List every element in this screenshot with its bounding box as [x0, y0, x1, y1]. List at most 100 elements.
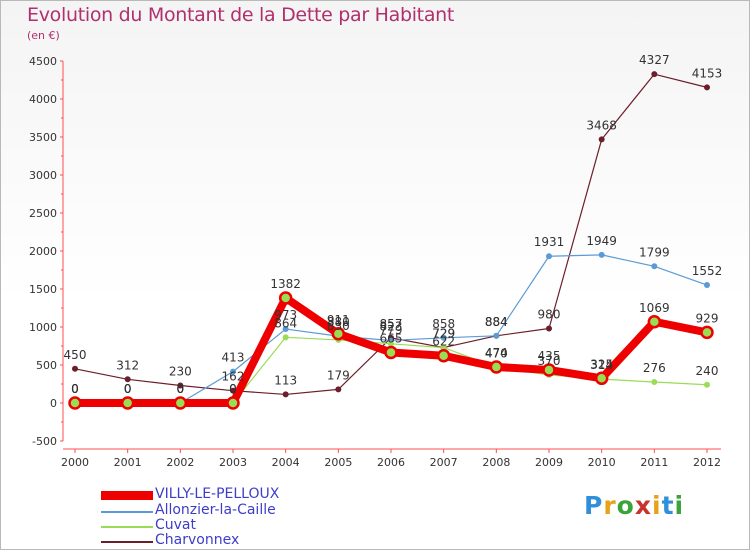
data-point-allonzier-la-caille — [598, 251, 605, 258]
data-point-cuvat — [282, 334, 289, 341]
data-point-charvonnex — [282, 391, 289, 398]
brand-letter: i — [652, 491, 662, 520]
data-point-cuvat — [388, 340, 394, 347]
brand-letter: r — [603, 491, 617, 520]
data-point-villy-le-pelloux — [173, 396, 188, 410]
legend-label-allonzier: Allonzier-la-Caille — [155, 502, 276, 518]
data-label-charvonnex: 179 — [327, 368, 350, 382]
data-label-villy-le-pelloux: 474 — [485, 346, 508, 360]
x-tick-label: 2010 — [588, 456, 616, 469]
data-label-charvonnex: 729 — [432, 327, 455, 341]
data-point-charvonnex — [230, 387, 236, 394]
data-label-charvonnex: 857 — [380, 317, 403, 331]
legend-swatch-cuvat — [101, 526, 153, 528]
x-tick-label: 2006 — [377, 456, 405, 469]
data-label-charvonnex: 450 — [64, 348, 87, 362]
data-point-charvonnex — [704, 84, 710, 91]
data-label-cuvat: 864 — [274, 316, 297, 330]
data-label-villy-le-pelloux: 622 — [432, 335, 455, 349]
data-label-charvonnex: 3468 — [586, 118, 617, 132]
data-point-cuvat — [440, 344, 447, 351]
x-tick-label: 2000 — [61, 456, 89, 469]
data-point-allonzier-la-caille — [546, 253, 552, 260]
data-point-villy-le-pelloux — [436, 348, 451, 363]
data-label-villy-le-pelloux: 911 — [327, 313, 350, 327]
data-label-villy-le-pelloux: 0 — [124, 382, 132, 396]
y-tick-label: 2500 — [29, 207, 57, 220]
data-label-allonzier-la-caille: 1931 — [534, 235, 565, 249]
legend-label-charvonnex: Charvonnex — [155, 532, 240, 548]
legend-swatch-charvonnex — [101, 541, 153, 543]
data-label-allonzier-la-caille: 884 — [485, 315, 508, 329]
data-point-villy-le-pelloux — [68, 396, 82, 410]
data-label-cuvat: 240 — [696, 364, 719, 378]
data-point-charvonnex — [124, 376, 131, 383]
data-point-villy-le-pelloux — [594, 371, 609, 386]
data-label-charvonnex: 4327 — [639, 53, 670, 67]
data-label-villy-le-pelloux: 0 — [177, 382, 185, 396]
data-point-villy-le-pelloux — [700, 325, 714, 340]
legend-swatch-villy — [101, 491, 153, 500]
data-point-allonzier-la-caille — [651, 263, 658, 270]
data-label-allonzier-la-caille: 973 — [274, 308, 297, 322]
x-tick-label: 2007 — [430, 456, 458, 469]
data-label-villy-le-pelloux: 1069 — [639, 301, 670, 315]
x-tick-label: 2002 — [166, 456, 194, 469]
data-label-charvonnex: 4153 — [692, 66, 723, 80]
data-label-charvonnex: 980 — [538, 308, 561, 322]
brand-letter: o — [616, 491, 635, 520]
data-label-cuvat: 779 — [380, 323, 403, 337]
y-tick-label: 4000 — [29, 93, 57, 106]
y-tick-label: 4500 — [29, 55, 57, 68]
data-label-villy-le-pelloux: 929 — [696, 311, 719, 325]
data-label-villy-le-pelloux: 325 — [590, 357, 613, 371]
data-label-cuvat: 0 — [124, 382, 132, 396]
data-label-allonzier-la-caille: 823 — [380, 319, 403, 333]
data-point-allonzier-la-caille — [282, 326, 289, 333]
data-point-charvonnex — [598, 136, 605, 143]
y-tick-label: 1500 — [29, 283, 57, 296]
proxiti-logo: Proxiti — [584, 491, 684, 520]
data-label-cuvat: 314 — [590, 358, 613, 372]
data-point-charvonnex — [335, 386, 342, 393]
data-label-allonzier-la-caille: 1949 — [586, 234, 617, 248]
data-point-cuvat — [704, 381, 710, 388]
legend-label-villy: VILLY-LE-PELLOUX — [155, 486, 280, 502]
series-layer — [68, 71, 714, 410]
data-point-villy-le-pelloux — [489, 360, 504, 374]
data-label-charvonnex: 884 — [485, 315, 508, 329]
data-point-villy-le-pelloux — [384, 345, 398, 360]
data-point-charvonnex — [546, 325, 552, 332]
brand-letter: P — [584, 491, 604, 520]
y-tick-label: 3000 — [29, 169, 57, 182]
data-label-allonzier-la-caille: 413 — [222, 351, 245, 365]
data-label-cuvat: 470 — [485, 346, 508, 360]
data-label-allonzier-la-caille: 0 — [177, 382, 185, 396]
y-tick-label: 0 — [50, 397, 57, 410]
data-point-allonzier-la-caille — [440, 334, 447, 341]
x-tick-label: 2005 — [324, 456, 352, 469]
data-label-cuvat: 0 — [177, 382, 185, 396]
data-point-charvonnex — [72, 365, 78, 372]
axes: 450040003500300025002000150010005000-500… — [29, 55, 721, 469]
data-label-cuvat: 830 — [327, 319, 350, 333]
data-label-cuvat: 276 — [643, 361, 666, 375]
data-point-villy-le-pelloux — [226, 396, 240, 410]
data-label-villy-le-pelloux: 665 — [380, 331, 403, 345]
data-label-charvonnex: 113 — [274, 373, 297, 387]
chart-title: Evolution du Montant de la Dette par Hab… — [27, 4, 455, 26]
data-label-charvonnex: 312 — [116, 358, 139, 372]
data-point-villy-le-pelloux — [278, 291, 293, 305]
data-point-charvonnex — [177, 382, 184, 389]
data-label-allonzier-la-caille: 1552 — [692, 264, 723, 278]
data-point-charvonnex — [651, 71, 658, 78]
data-label-villy-le-pelloux: 0 — [229, 382, 237, 396]
data-label-cuvat: 0 — [71, 382, 79, 396]
data-label-charvonnex: 230 — [169, 365, 192, 379]
data-label-villy-le-pelloux: 1382 — [270, 277, 301, 291]
brand-letter: x — [634, 491, 652, 520]
x-tick-label: 2009 — [535, 456, 563, 469]
data-point-villy-le-pelloux — [542, 363, 556, 377]
